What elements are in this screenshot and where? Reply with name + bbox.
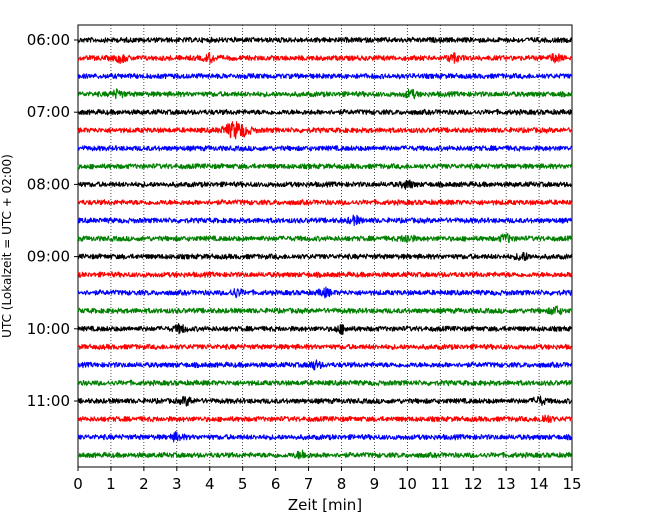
trace-1100: [77, 395, 573, 407]
x-tick-label: 6: [271, 475, 281, 493]
x-tick-label: 5: [238, 475, 248, 493]
plot-area: 0 1 2 3 4 5 6 7 8 9 10 11 12 13 14 15 06:0007:0008:0009…: [27, 24, 582, 493]
x-tick-label: 14: [530, 475, 549, 493]
trace-1145: [77, 449, 573, 460]
trace-1130: [77, 431, 573, 443]
trace-0845: [77, 232, 573, 244]
x-tick-label: 3: [172, 475, 182, 493]
trace-0645: [77, 88, 573, 100]
x-tick-label: 15: [562, 475, 581, 493]
trace-0930: [77, 286, 573, 299]
x-axis-title: Zeit [min]: [288, 496, 362, 514]
x-axis-ticks: 0 1 2 3 4 5 6 7 8 9 10 11 12 13 14 15: [73, 467, 582, 493]
trace-0745: [77, 163, 573, 170]
plot-frame: [77, 24, 573, 468]
trace-0900: [77, 251, 573, 262]
y-tick-label: 08:00: [27, 175, 70, 193]
y-axis-title: UTC (Lokalzeit = UTC + 02:00): [0, 154, 14, 338]
trace-1045: [77, 379, 573, 387]
trace-0815: [77, 199, 573, 206]
x-tick-label: 11: [431, 475, 450, 493]
trace-0915: [77, 271, 573, 278]
x-tick-label: 0: [73, 475, 83, 493]
trace-0600: [77, 36, 573, 44]
x-tick-label: 10: [398, 475, 417, 493]
y-tick-label: 07:00: [27, 103, 70, 121]
x-tick-label: 1: [106, 475, 116, 493]
y-tick-label: 09:00: [27, 248, 70, 266]
trace-0630: [77, 72, 573, 80]
trace-0730: [77, 145, 573, 152]
trace-1015: [77, 343, 573, 351]
trace-0945: [77, 305, 573, 316]
y-tick-label: 10:00: [27, 320, 70, 338]
trace-1000: [77, 323, 573, 335]
trace-0615: [77, 52, 573, 65]
trace-1115: [77, 414, 573, 424]
trace-0715: [77, 121, 573, 140]
trace-0700: [77, 108, 573, 116]
x-tick-label: 12: [464, 475, 483, 493]
x-tick-label: 13: [497, 475, 516, 493]
trace-0830: [77, 214, 573, 227]
trace-0800: [77, 179, 573, 190]
x-tick-label: 9: [370, 475, 380, 493]
trace-1030: [77, 359, 573, 371]
y-tick-label: 11:00: [27, 392, 70, 410]
seismogram-traces: [77, 36, 573, 460]
y-tick-label: 06:00: [27, 31, 70, 49]
x-tick-label: 4: [205, 475, 215, 493]
x-tick-label: 2: [139, 475, 149, 493]
x-tick-label: 8: [337, 475, 347, 493]
x-tick-label: 7: [304, 475, 314, 493]
y-axis-ticks: 06:00 07:00 08:00 09:00 10:00 11:00: [27, 31, 78, 410]
